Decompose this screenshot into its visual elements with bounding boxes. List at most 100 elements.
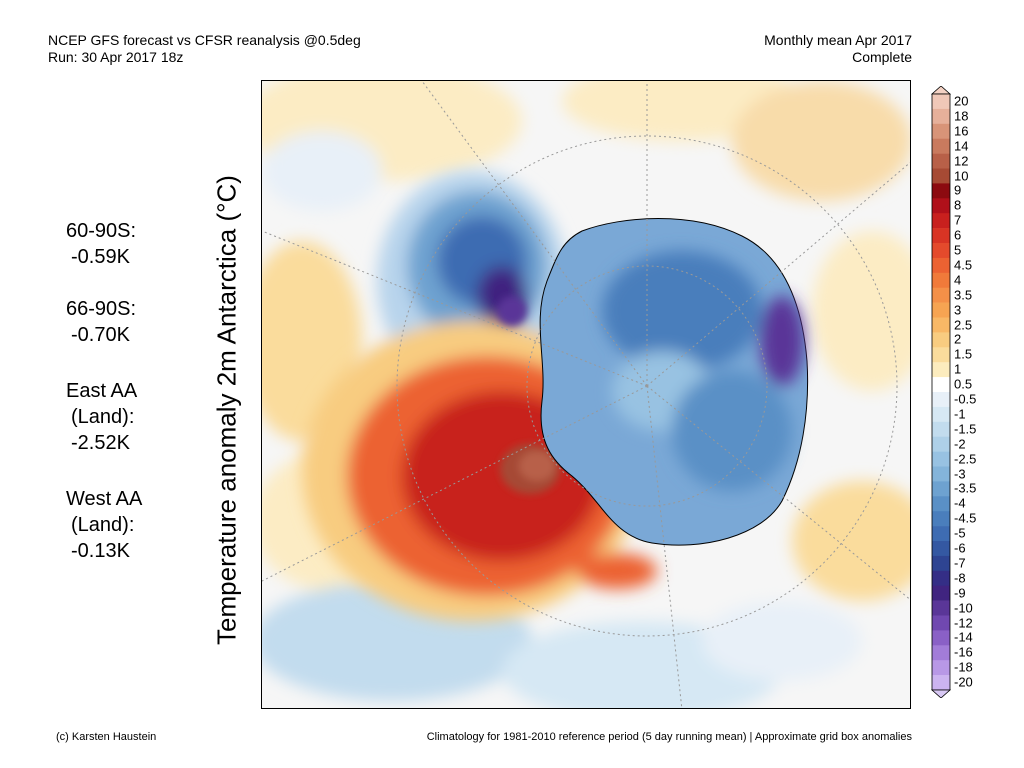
colorbar-tick-label: 4 — [954, 272, 962, 288]
colorbar-swatch — [932, 183, 950, 199]
colorbar-swatch — [932, 198, 950, 214]
colorbar-swatch — [932, 406, 950, 423]
stat-value: -2.52K — [71, 432, 130, 454]
colorbar-tick-label: 6 — [954, 227, 962, 243]
stat-66-90s: 66-90S: -0.70K — [66, 296, 136, 348]
colorbar-tick-label: -1.5 — [954, 421, 977, 437]
stat-region: 66-90S: — [66, 298, 137, 320]
colorbar-tick-label: -3.5 — [954, 480, 977, 496]
colorbar-tick-label: 18 — [954, 108, 969, 124]
colorbar-tick-label: -2.5 — [954, 451, 977, 467]
climatology-note: Climatology for 1981-2010 reference peri… — [426, 731, 912, 743]
colorbar-tick-label: 7 — [954, 212, 962, 228]
colorbar-swatch — [932, 585, 950, 601]
header-period: Monthly mean Apr 2017 Complete — [764, 32, 912, 66]
colorbar-tick-label: 1 — [954, 361, 962, 377]
colorbar-swatch — [932, 138, 950, 154]
stat-region: West AA — [66, 488, 143, 510]
stat-60-90s: 60-90S: -0.59K — [66, 218, 136, 270]
colorbar-swatch — [932, 168, 950, 184]
colorbar-swatch — [932, 392, 950, 408]
y-axis-label: Temperature anomaly 2m Antarctica (°C) — [211, 175, 242, 645]
map-canvas — [262, 81, 910, 708]
colorbar-tick-label: 2.5 — [954, 317, 973, 332]
stat-value: -0.13K — [71, 540, 130, 562]
colorbar-swatch — [932, 108, 950, 125]
colorbar-swatches — [930, 85, 952, 699]
colorbar-tick-label: 14 — [954, 138, 969, 154]
colorbar-swatch — [932, 272, 950, 288]
stat-west-aa: West AA (Land): -0.13K — [66, 486, 142, 564]
colorbar-tick-label: 8 — [954, 197, 962, 213]
colorbar-swatch — [932, 570, 950, 586]
colorbar-tick-label: 3.5 — [954, 287, 973, 303]
colorbar-swatch — [932, 153, 950, 169]
colorbar-tick-label: 10 — [954, 168, 969, 183]
colorbar-swatch — [932, 615, 950, 631]
credit: (c) Karsten Haustein — [56, 731, 157, 743]
colorbar-swatch — [932, 377, 950, 393]
colorbar-tick-label: 1.5 — [954, 346, 973, 362]
stat-east-aa: East AA (Land): -2.52K — [66, 378, 137, 456]
colorbar-tick-label: -3 — [954, 466, 966, 481]
colorbar-top-arrow — [930, 85, 952, 95]
west-anomaly-core — [497, 296, 560, 494]
colorbar-swatch — [932, 243, 950, 259]
colorbar-swatch — [932, 332, 950, 348]
colorbar-swatch — [932, 287, 950, 303]
colorbar-tick-label: -1 — [954, 406, 966, 422]
colorbar-swatch — [932, 675, 950, 691]
period-label: Monthly mean Apr 2017 — [764, 32, 912, 48]
colorbar-tick-label: 3 — [954, 302, 962, 318]
colorbar-swatch — [932, 94, 950, 110]
colorbar-swatch — [932, 257, 950, 274]
colorbar-tick-label: 16 — [954, 123, 969, 139]
colorbar-tick-label: -14 — [954, 629, 973, 645]
stat-value: -0.59K — [71, 246, 130, 268]
model-title: NCEP GFS forecast vs CFSR reanalysis @0.… — [48, 32, 361, 48]
colorbar-swatch — [932, 421, 950, 437]
continent-anomaly-field — [602, 251, 804, 491]
colorbar-tick-label: 2 — [954, 331, 962, 347]
colorbar-swatch — [932, 526, 950, 542]
colorbar-tick-label: 20 — [954, 93, 969, 109]
colorbar-swatch — [932, 436, 950, 452]
colorbar-swatch — [932, 496, 950, 512]
colorbar-swatch — [932, 630, 950, 646]
colorbar-tick-label: -9 — [954, 585, 966, 601]
colorbar-swatch — [932, 317, 950, 333]
colorbar-tick-label: -12 — [954, 615, 973, 630]
colorbar-tick-label: 9 — [954, 182, 962, 198]
colorbar-tick-label: 5 — [954, 242, 962, 258]
colorbar-tick-label: -10 — [954, 600, 973, 616]
colorbar-tick-label: 4.5 — [954, 257, 973, 273]
colorbar-swatch — [932, 451, 950, 467]
status-label: Complete — [852, 49, 912, 65]
stat-region: East AA — [66, 380, 138, 402]
colorbar-tick-label: -0.5 — [954, 391, 977, 407]
colorbar-tick-label: -4.5 — [954, 510, 977, 526]
colorbar-swatch — [932, 347, 950, 363]
colorbar-bottom-arrow — [930, 689, 952, 699]
stat-value: -0.70K — [71, 324, 130, 346]
colorbar-tick-label: -20 — [954, 674, 973, 690]
colorbar-tick-label: 0.5 — [954, 376, 973, 392]
colorbar-swatch — [932, 645, 950, 661]
anomaly-map — [261, 80, 911, 709]
header-title: NCEP GFS forecast vs CFSR reanalysis @0.… — [48, 32, 361, 66]
colorbar-swatch — [932, 362, 950, 378]
colorbar-tick-label: -5 — [954, 525, 966, 541]
colorbar-tick-label: -7 — [954, 555, 966, 571]
stat-qualifier: (Land): — [71, 514, 135, 536]
colorbar-swatch — [932, 660, 950, 676]
colorbar-tick-label: -2 — [954, 436, 966, 452]
colorbar-swatch — [932, 466, 950, 482]
colorbar-tick-label: -16 — [954, 644, 973, 660]
colorbar-swatch — [932, 302, 950, 318]
stat-region: 60-90S: — [66, 220, 137, 242]
colorbar-tick-label: -18 — [954, 659, 973, 675]
colorbar-tick-label: -6 — [954, 540, 966, 556]
colorbar-tick-label: -8 — [954, 570, 966, 586]
graticule — [262, 81, 910, 708]
colorbar — [930, 85, 952, 703]
